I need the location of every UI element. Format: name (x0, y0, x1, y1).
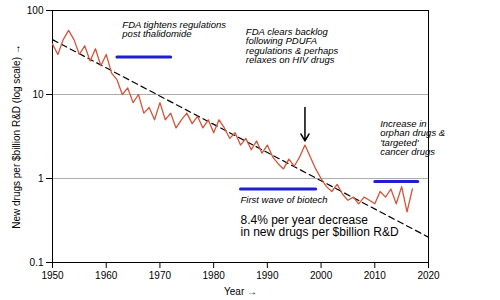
svg-text:2020: 2020 (417, 270, 440, 281)
svg-text:2000: 2000 (310, 270, 333, 281)
svg-text:1990: 1990 (256, 270, 279, 281)
svg-text:10: 10 (32, 89, 44, 100)
svg-text:1970: 1970 (149, 270, 172, 281)
svg-text:FDA clears backlogfollowing PD: FDA clears backlogfollowing PDUFAregulat… (246, 26, 339, 66)
svg-text:Year →: Year → (224, 286, 257, 297)
svg-text:Increase inorphan drugs &'targ: Increase inorphan drugs &'targeted'cance… (380, 118, 445, 158)
svg-text:8.4% per year decreasein new d: 8.4% per year decreasein new drugs per $… (241, 213, 399, 239)
svg-text:0.1: 0.1 (30, 257, 44, 268)
svg-text:1960: 1960 (95, 270, 118, 281)
svg-text:100: 100 (27, 5, 44, 16)
svg-text:1: 1 (38, 173, 44, 184)
svg-text:New drugs per $billion R&D (lo: New drugs per $billion R&D (log scale) → (11, 44, 22, 229)
svg-text:2010: 2010 (364, 270, 387, 281)
svg-text:FDA tightens regulationspost t: FDA tightens regulationspost thalidomide (121, 19, 226, 40)
svg-text:1980: 1980 (203, 270, 226, 281)
svg-text:First wave of biotech: First wave of biotech (241, 194, 328, 205)
svg-text:1950: 1950 (41, 270, 64, 281)
